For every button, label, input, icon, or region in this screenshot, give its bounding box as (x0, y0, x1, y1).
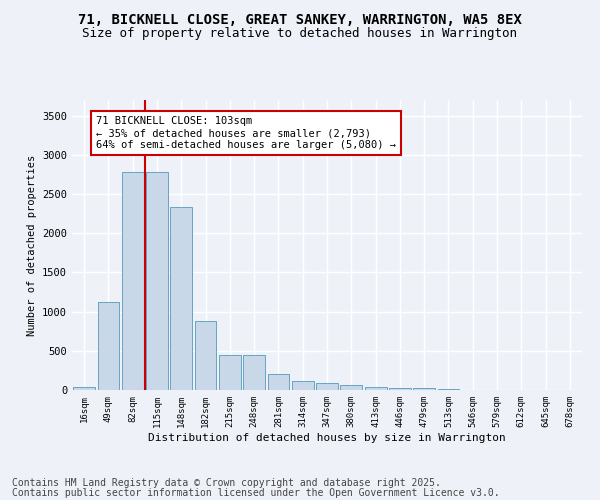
Bar (268, 374, 289, 390)
Text: 71 BICKNELL CLOSE: 103sqm
← 35% of detached houses are smaller (2,793)
64% of se: 71 BICKNELL CLOSE: 103sqm ← 35% of detac… (96, 116, 396, 150)
Bar (170, 206, 192, 390)
Bar (97, 302, 119, 390)
Bar (194, 321, 217, 390)
Bar (437, 389, 460, 390)
Text: Contains HM Land Registry data © Crown copyright and database right 2025.: Contains HM Land Registry data © Crown c… (12, 478, 441, 488)
X-axis label: Distribution of detached houses by size in Warrington: Distribution of detached houses by size … (148, 432, 506, 442)
Bar (73, 387, 95, 390)
Bar (243, 354, 265, 390)
Text: 71, BICKNELL CLOSE, GREAT SANKEY, WARRINGTON, WA5 8EX: 71, BICKNELL CLOSE, GREAT SANKEY, WARRIN… (78, 12, 522, 26)
Bar (389, 388, 411, 390)
Bar (365, 387, 386, 390)
Bar (146, 172, 168, 390)
Bar (413, 388, 435, 390)
Bar (122, 172, 143, 390)
Bar (219, 354, 241, 390)
Bar (292, 382, 314, 390)
Text: Contains public sector information licensed under the Open Government Licence v3: Contains public sector information licen… (12, 488, 500, 498)
Bar (316, 383, 338, 390)
Y-axis label: Number of detached properties: Number of detached properties (26, 154, 37, 336)
Text: Size of property relative to detached houses in Warrington: Size of property relative to detached ho… (83, 28, 517, 40)
Bar (340, 385, 362, 390)
